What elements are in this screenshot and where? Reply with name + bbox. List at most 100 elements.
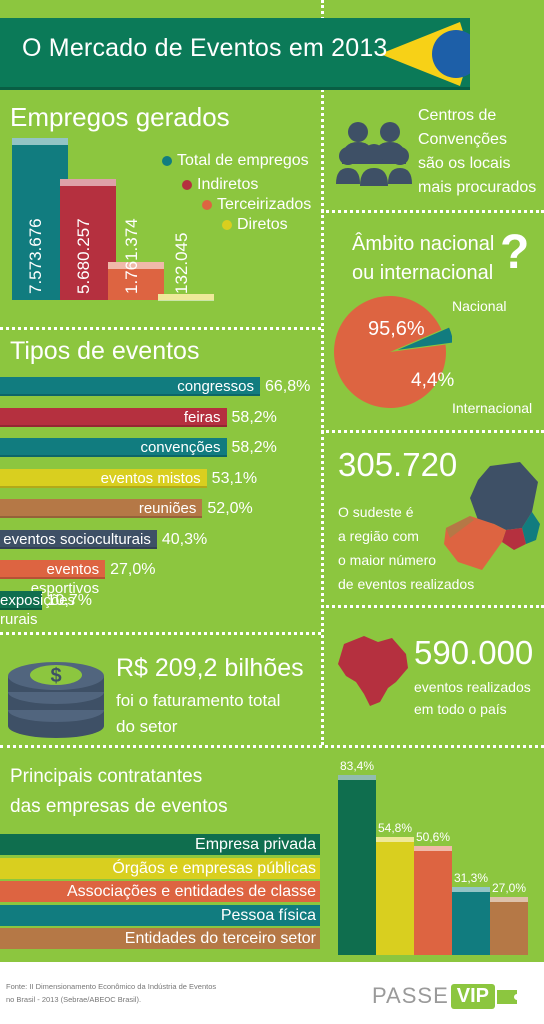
divider-centers (321, 210, 544, 213)
revenue-amount: R$ 209,2 bilhões (116, 654, 304, 682)
contractor-bar (452, 887, 490, 955)
brazil-flag-icon (380, 22, 470, 86)
people-group-icon (336, 122, 412, 186)
revenue-line: foi o faturamento total (116, 691, 281, 710)
source-note: Fonte: II Dimensionamento Econômico da I… (6, 980, 216, 1006)
event-types-heading: Tipos de eventos (10, 337, 200, 365)
events-total-line: eventos realizados (414, 679, 531, 695)
events-total-number: 590.000 (414, 634, 534, 671)
employment-bar-top (158, 294, 214, 301)
employment-bar-label: 5.680.257 (74, 218, 93, 294)
legend-label: Indiretos (197, 176, 259, 193)
centers-line: Centros de (418, 107, 497, 124)
contractor-bar-top (376, 836, 414, 842)
events-total-line: em todo o país (414, 701, 507, 717)
event-type-bar: congressos (0, 377, 260, 396)
contractor-row: Empresa privada (0, 834, 320, 855)
contractor-bar-top (414, 845, 452, 851)
legend-dot-icon (182, 180, 192, 190)
centers-text: Centros de Convenções são os locais mais… (418, 104, 536, 200)
southeast-map-icon (444, 462, 540, 570)
event-type-bar: exposições rurais (0, 590, 76, 628)
contractor-bar-label: 50,6% (415, 829, 451, 844)
southeast-number: 305.720 (338, 446, 458, 483)
divider-revenue (0, 745, 544, 748)
employment-heading: Empregos gerados (10, 102, 230, 132)
scope-question: Âmbito nacional ou internacional (352, 230, 494, 288)
employment-bar (60, 178, 116, 300)
employment-bar (108, 262, 164, 300)
events-total-text: eventos realizados em todo o país (414, 676, 531, 720)
scope-pie-chart (334, 296, 452, 408)
contractor-bar (414, 845, 452, 955)
internacional-pct: 4,4% (411, 370, 455, 391)
legend-dot-icon (202, 200, 212, 210)
legend-dot-icon (162, 156, 172, 166)
contractors-heading-line: Principais contratantes (10, 766, 203, 787)
divider-employment (0, 327, 321, 330)
contractor-bar-label: 31,3% (453, 871, 489, 886)
contractor-bar-top (490, 896, 528, 902)
contractor-bar (376, 836, 414, 955)
contractors-heading: Principais contratantes das empresas de … (10, 762, 228, 822)
title-banner (0, 18, 470, 90)
event-type-pct: 58,2% (231, 408, 277, 426)
internacional-label: Internacional (452, 400, 533, 416)
contractor-row: Pessoa física (0, 904, 320, 926)
employment-bar-top (12, 138, 68, 145)
event-type-bar: reuniões (0, 499, 203, 518)
centers-line: Convenções (418, 131, 507, 148)
contractor-bar-label: 54,8% (377, 820, 413, 835)
event-type-pct: 52,0% (207, 500, 253, 517)
revenue-text: foi o faturamento total do setor (116, 688, 280, 740)
legend-item: Diretos (222, 216, 288, 234)
ticket-icon (497, 990, 517, 1004)
page-title: O Mercado de Eventos em 2013 (22, 34, 388, 62)
divider-scope (321, 430, 544, 433)
southeast-line: de eventos realizados (338, 576, 475, 592)
event-type-pct: 27,0% (110, 561, 156, 578)
nacional-label: Nacional (452, 298, 507, 314)
southeast-line: a região com (338, 528, 419, 544)
legend-label: Total de empregos (177, 152, 309, 169)
employment-bar-label: 1.761.374 (122, 218, 141, 294)
contractor-row: Órgãos e empresas públicas (0, 857, 320, 879)
employment-bar-top (60, 178, 116, 186)
employment-bar (12, 138, 68, 300)
legend-item: Terceirizados (202, 196, 311, 214)
source-line: Fonte: II Dimensionamento Econômico da I… (6, 982, 217, 991)
contractor-bar-label: 83,4% (339, 759, 375, 773)
legend-label: Diretos (237, 216, 288, 233)
contractor-bar (338, 775, 376, 955)
centers-line: são os locais (418, 155, 511, 172)
contractor-row: Associações e entidades de classe (0, 881, 320, 902)
employment-bar (158, 294, 214, 301)
southeast-text: O sudeste é a região com o maior número … (338, 500, 474, 596)
scope-line: Âmbito nacional (352, 233, 495, 255)
passe-vip-logo[interactable]: PASSE VIP (372, 983, 521, 1009)
event-type-pct: 10,7% (46, 591, 93, 609)
event-type-pct: 66,8% (265, 378, 311, 395)
legend-dot-icon (222, 220, 232, 230)
nacional-pct: 95,6% (368, 318, 425, 340)
legend-item: Indiretos (182, 176, 258, 194)
event-type-pct: 53,1% (211, 469, 258, 487)
contractor-bar-label: 27,0% (491, 880, 527, 895)
contractor-bar (490, 896, 528, 955)
pie-slice-internacional (397, 327, 452, 350)
event-type-bar: feiras (0, 407, 227, 427)
divider-southeast (321, 605, 544, 608)
logo-vip: VIP (450, 983, 495, 1009)
contractor-row: Entidades do terceiro setor (0, 928, 320, 949)
legend-item: Total de empregos (162, 152, 309, 170)
employment-bar-label: 132.045 (172, 232, 191, 294)
contractors-heading-line: das empresas de eventos (10, 796, 228, 817)
southeast-line: O sudeste é (338, 504, 414, 520)
southeast-line: o maior número (338, 552, 437, 568)
legend-label: Terceirizados (217, 196, 312, 213)
event-type-bar: convenções (0, 438, 227, 457)
coin-stack-icon: $ (8, 662, 104, 738)
revenue-line: do setor (116, 717, 178, 736)
logo-passe: PASSE (372, 983, 449, 1008)
